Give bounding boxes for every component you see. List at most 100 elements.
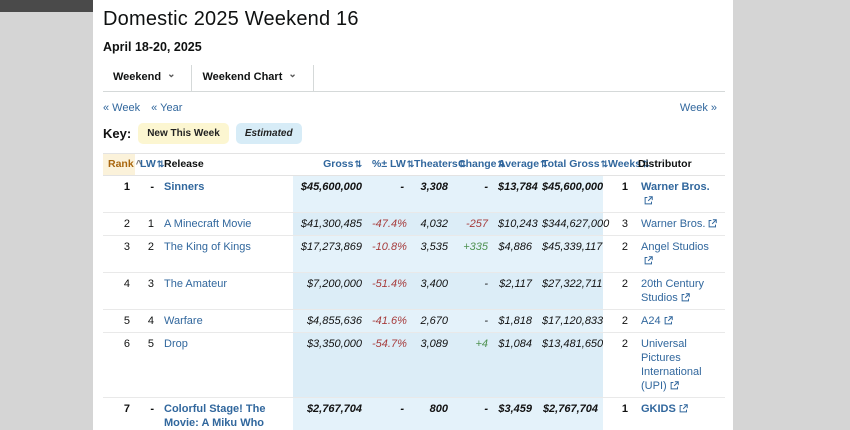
external-link-icon bbox=[679, 404, 688, 413]
sort-icon: ⇅ bbox=[600, 159, 609, 169]
distributor-link[interactable]: 20th Century Studios bbox=[641, 278, 704, 304]
pct-lw-cell: -41.6% bbox=[367, 309, 409, 333]
distributor-link[interactable]: Warner Bros. bbox=[641, 181, 710, 207]
total-gross-cell: $17,120,833 bbox=[537, 309, 603, 333]
rank-cell: 7 bbox=[103, 397, 135, 430]
tab-weekend[interactable]: Weekend ⌄ bbox=[103, 65, 193, 91]
rank-cell: 2 bbox=[103, 212, 135, 236]
release-cell: Warfare bbox=[159, 309, 293, 333]
release-link[interactable]: Drop bbox=[164, 338, 188, 350]
release-link[interactable]: The Amateur bbox=[164, 278, 227, 290]
release-cell: Colorful Stage! The Movie: A Miku Who Ca… bbox=[159, 397, 293, 430]
gross-cell: $41,300,485 bbox=[293, 212, 367, 236]
release-link[interactable]: Colorful Stage! The Movie: A Miku Who Ca… bbox=[164, 403, 266, 429]
release-link[interactable]: Sinners bbox=[164, 181, 205, 193]
distributor-cell: GKIDS bbox=[633, 397, 725, 430]
pct-lw-cell: - bbox=[367, 175, 409, 213]
theaters-cell: 800 bbox=[409, 397, 453, 430]
estimated-badge: Estimated bbox=[235, 123, 302, 144]
table-row: 7 - Colorful Stage! The Movie: A Miku Wh… bbox=[103, 397, 725, 430]
sort-icon: ⇅ bbox=[156, 159, 165, 169]
key-label: Key: bbox=[103, 126, 132, 141]
release-cell: Drop bbox=[159, 332, 293, 398]
total-gross-cell: $27,322,711 bbox=[537, 272, 603, 310]
next-week-link[interactable]: Week » bbox=[679, 102, 717, 114]
theaters-cell: 3,308 bbox=[409, 175, 453, 213]
distributor-link[interactable]: Angel Studios bbox=[641, 241, 709, 267]
prev-week-link[interactable]: « Week bbox=[103, 102, 141, 114]
table-row: 1 - Sinners $45,600,000 - 3,308 - $13,78… bbox=[103, 175, 725, 213]
col-header-theaters[interactable]: Theaters⇅ bbox=[409, 153, 466, 176]
rank-cell: 4 bbox=[103, 272, 135, 310]
distributor-link[interactable]: A24 bbox=[641, 315, 673, 327]
pagination-nav: « Week « Year Week » bbox=[103, 102, 725, 114]
last-week-cell: 1 bbox=[135, 212, 159, 236]
main-content: Domestic 2025 Weekend 16 April 18-20, 20… bbox=[93, 0, 733, 430]
theaters-cell: 3,535 bbox=[409, 235, 453, 273]
external-link-icon bbox=[644, 196, 653, 205]
average-cell: $3,459 bbox=[493, 397, 537, 430]
weeks-cell: 2 bbox=[603, 309, 633, 333]
col-header-pct-lw[interactable]: %± LW⇅ bbox=[367, 153, 414, 176]
average-cell: $10,243 bbox=[493, 212, 538, 236]
col-header-change[interactable]: Change⇅ bbox=[453, 153, 505, 176]
pct-lw-cell: - bbox=[367, 397, 409, 430]
weeks-cell: 2 bbox=[603, 272, 633, 310]
total-gross-cell: $344,627,000 bbox=[537, 212, 609, 236]
external-link-icon bbox=[644, 256, 653, 265]
change-cell: +335 bbox=[453, 235, 493, 273]
chevron-down-icon: ⌄ bbox=[288, 69, 297, 80]
rank-cell: 3 bbox=[103, 235, 135, 273]
release-link[interactable]: Warfare bbox=[164, 315, 203, 327]
tab-weekend-chart[interactable]: Weekend Chart ⌄ bbox=[192, 65, 314, 91]
col-header-average[interactable]: Average⇅ bbox=[493, 153, 548, 176]
change-cell: - bbox=[453, 309, 493, 333]
prev-year-link[interactable]: « Year bbox=[151, 102, 183, 114]
theaters-cell: 3,400 bbox=[409, 272, 453, 310]
total-gross-cell: $13,481,650 bbox=[537, 332, 603, 398]
average-cell: $1,818 bbox=[493, 309, 537, 333]
pct-lw-cell: -51.4% bbox=[367, 272, 409, 310]
col-header-lw[interactable]: LW⇅ bbox=[135, 153, 164, 176]
last-week-cell: 5 bbox=[135, 332, 159, 398]
change-cell: - bbox=[453, 175, 493, 213]
date-range: April 18-20, 2025 bbox=[103, 40, 202, 54]
theaters-cell: 3,089 bbox=[409, 332, 453, 398]
pct-lw-cell: -10.8% bbox=[367, 235, 409, 273]
change-cell: - bbox=[453, 272, 493, 310]
gross-cell: $4,855,636 bbox=[293, 309, 367, 333]
average-cell: $13,784 bbox=[493, 175, 538, 213]
distributor-link[interactable]: Warner Bros. bbox=[641, 218, 718, 230]
table-row: 3 2 The King of Kings $17,273,869 -10.8%… bbox=[103, 235, 725, 273]
distributor-link[interactable]: GKIDS bbox=[641, 403, 688, 415]
theaters-cell: 4,032 bbox=[409, 212, 453, 236]
window-edge bbox=[0, 0, 93, 12]
average-cell: $2,117 bbox=[493, 272, 537, 310]
col-header-weeks[interactable]: Weeks⇅ bbox=[603, 153, 650, 176]
rank-cell: 6 bbox=[103, 332, 135, 398]
distributor-cell: A24 bbox=[633, 309, 725, 333]
change-cell: -257 bbox=[453, 212, 493, 236]
gross-cell: $45,600,000 bbox=[293, 175, 367, 213]
distributor-cell: Angel Studios bbox=[633, 235, 725, 273]
table-row: 2 1 A Minecraft Movie $41,300,485 -47.4%… bbox=[103, 212, 725, 236]
release-link[interactable]: The King of Kings bbox=[164, 241, 251, 253]
gross-cell: $2,767,704 bbox=[293, 397, 367, 430]
total-gross-cell: $2,767,704 bbox=[537, 397, 603, 430]
col-header-rank[interactable]: Rank ^ bbox=[103, 153, 142, 176]
distributor-link[interactable]: Universal Pictures International (UPI) bbox=[641, 338, 702, 392]
table-header-row: Rank ^ LW⇅ Release Gross⇅ %± LW⇅ Theaters… bbox=[103, 153, 725, 176]
last-week-cell: - bbox=[135, 397, 159, 430]
col-header-gross[interactable]: Gross⇅ bbox=[293, 153, 367, 176]
col-header-total-gross[interactable]: Total Gross⇅ bbox=[537, 153, 608, 176]
distributor-cell: Warner Bros. bbox=[633, 175, 725, 213]
release-cell: The King of Kings bbox=[159, 235, 293, 273]
last-week-cell: - bbox=[135, 175, 159, 213]
rank-cell: 1 bbox=[103, 175, 135, 213]
last-week-cell: 3 bbox=[135, 272, 159, 310]
external-link-icon bbox=[664, 316, 673, 325]
release-link[interactable]: A Minecraft Movie bbox=[164, 218, 252, 230]
rank-cell: 5 bbox=[103, 309, 135, 333]
tab-bar: Weekend ⌄ Weekend Chart ⌄ bbox=[103, 65, 725, 92]
pct-lw-cell: -54.7% bbox=[367, 332, 409, 398]
